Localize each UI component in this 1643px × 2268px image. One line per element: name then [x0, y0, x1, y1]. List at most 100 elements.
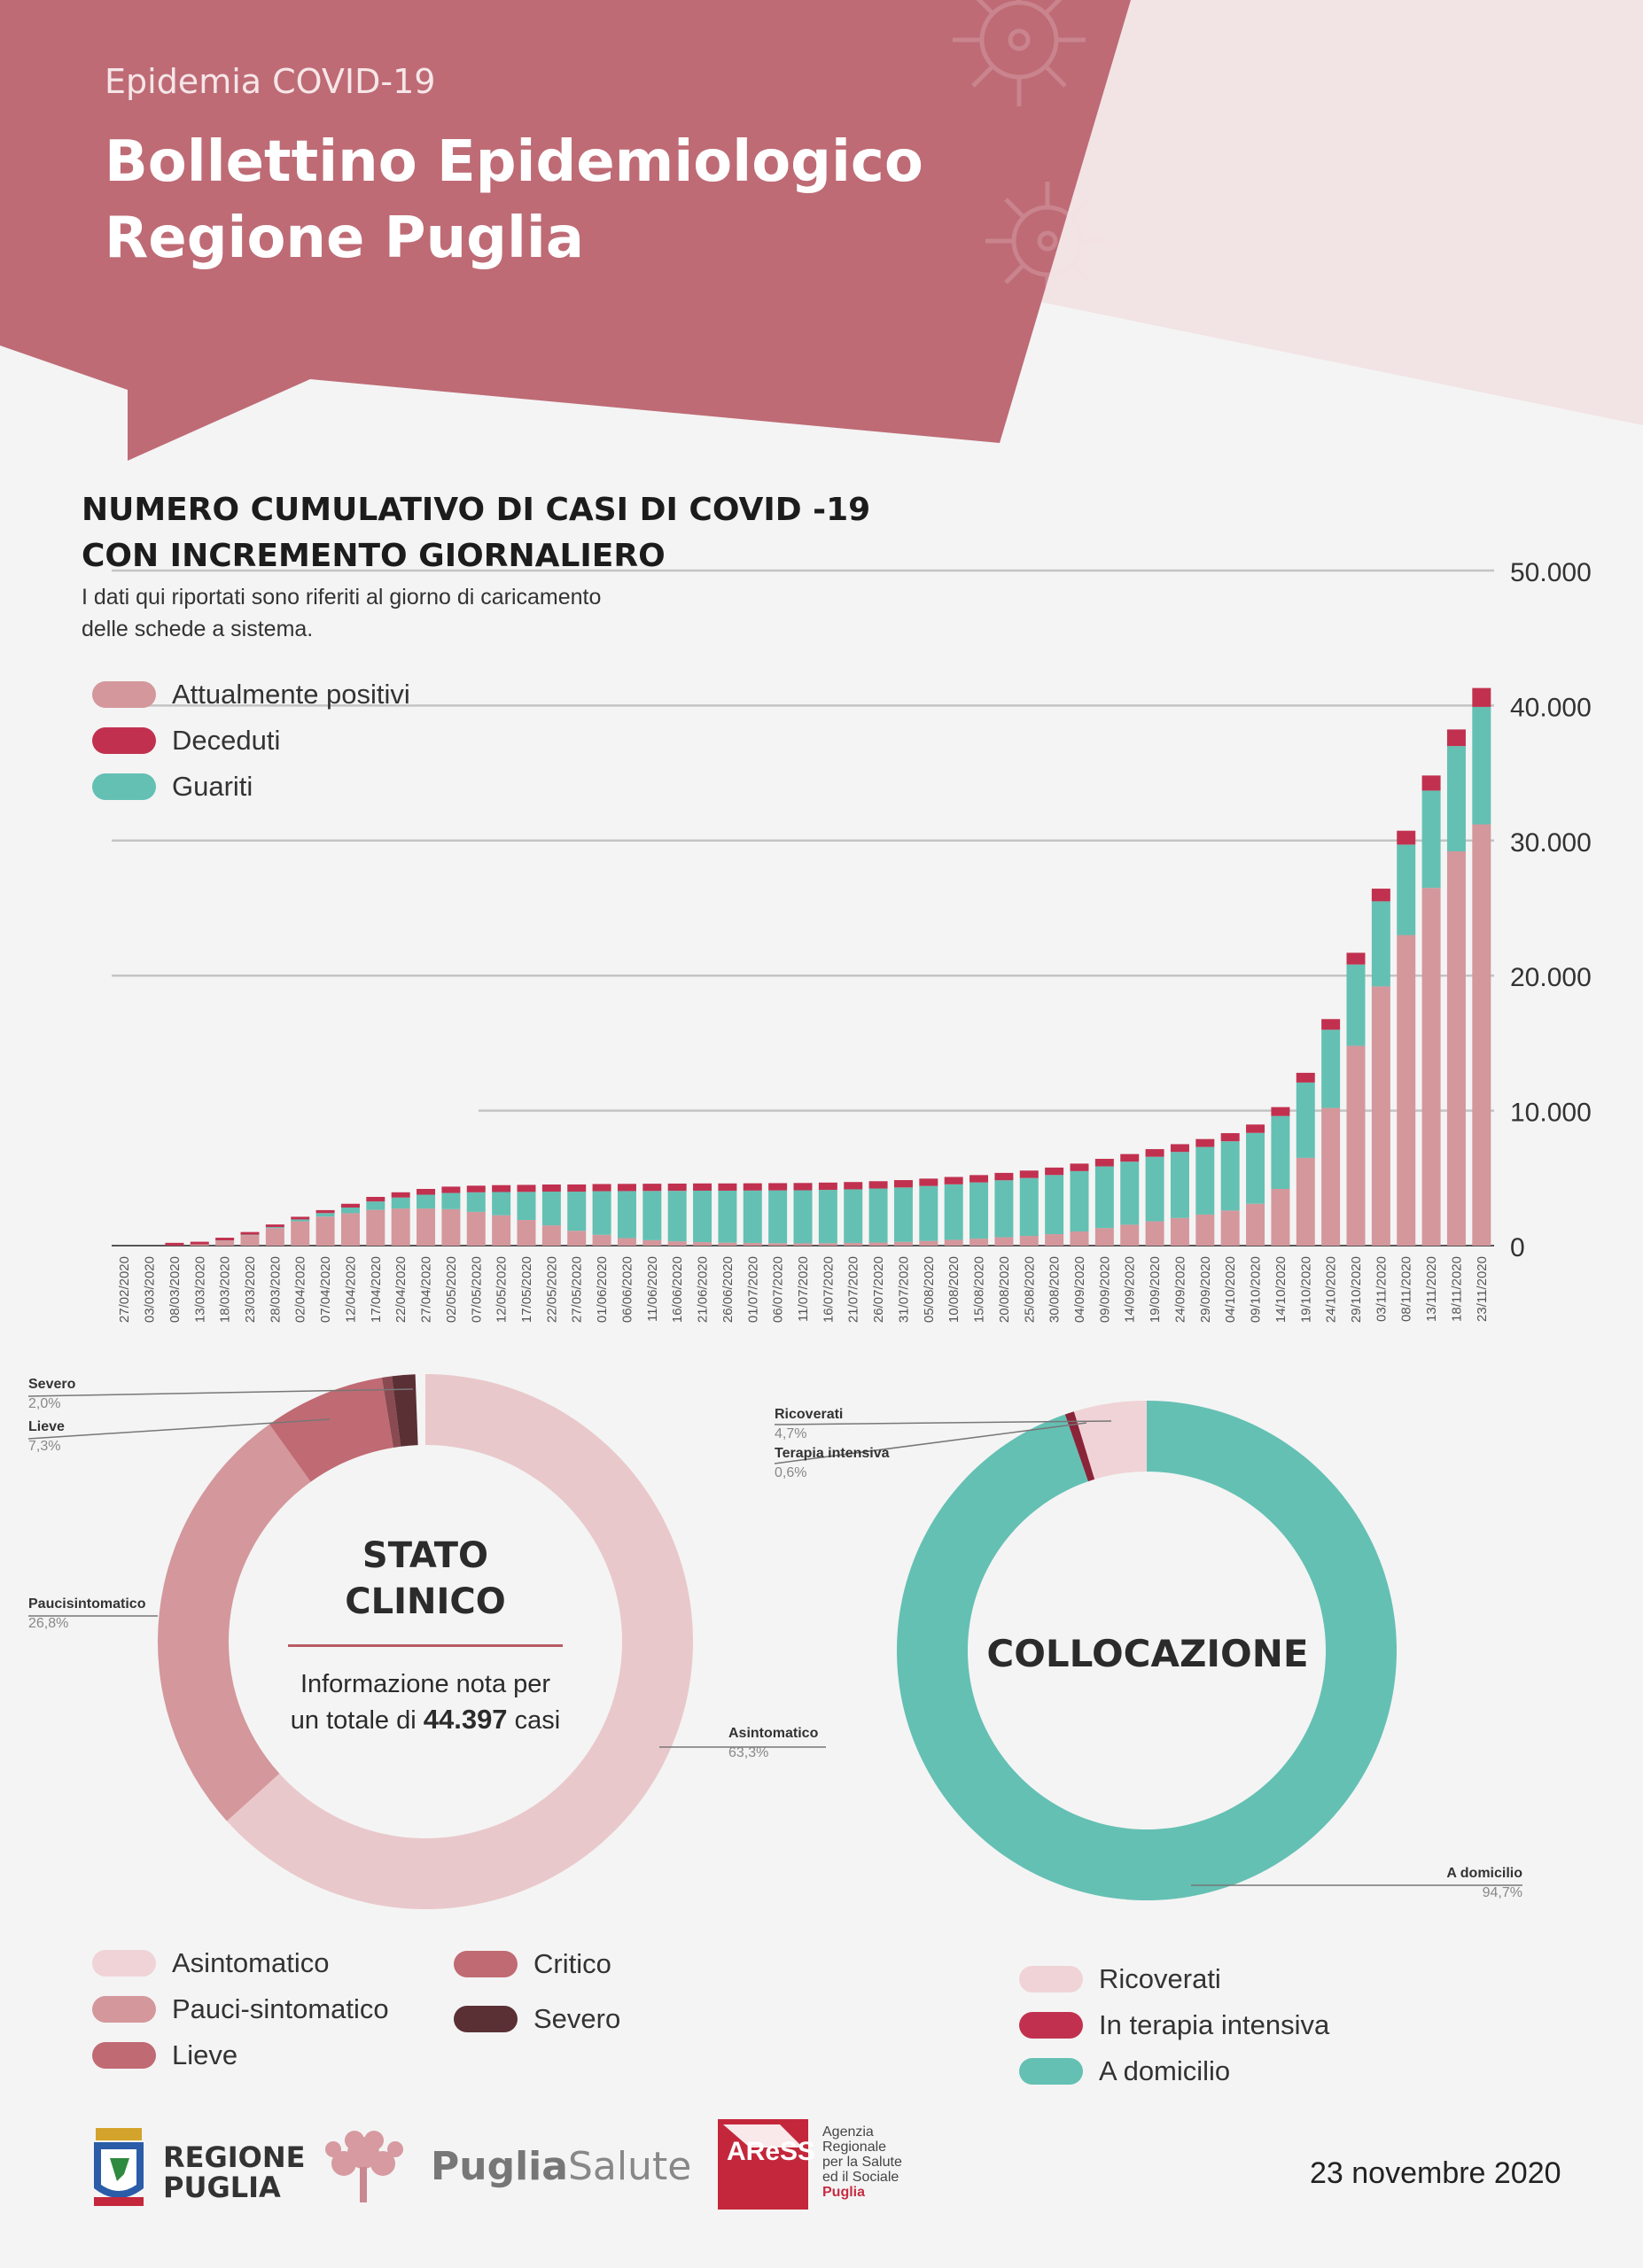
bar-guariti [642, 1191, 662, 1240]
divider [288, 1644, 563, 1647]
slice-terapia-intensiva [1064, 1411, 1095, 1482]
label-pct: 4,7% [775, 1426, 807, 1441]
puglia-salute-logo: PugliaSalute [431, 2144, 691, 2189]
bar-attualmente-positivi [944, 1239, 963, 1246]
x-tick-label: 04/09/2020 [1072, 1256, 1087, 1323]
bar-guariti [868, 1188, 888, 1243]
bar-deceduti [693, 1183, 712, 1191]
bar-attualmente-positivi [1019, 1236, 1039, 1246]
y-tick-label: 20.000 [1510, 963, 1592, 992]
x-tick-label: 13/11/2020 [1424, 1256, 1439, 1322]
label-pct: 94,7% [1482, 1885, 1522, 1900]
legend-item-pauci-sintomatico: Pauci-sintomatico [92, 1986, 389, 2032]
x-tick-label: 27/02/2020 [117, 1256, 132, 1323]
collocazione-title: COLLOCAZIONE [986, 1632, 1309, 1675]
legend-label: Ricoverati [1099, 1963, 1221, 1994]
bar-deceduti [391, 1192, 410, 1198]
bar-attualmente-positivi [291, 1221, 310, 1246]
legend-label: Asintomatico [172, 1947, 330, 1978]
bar-guariti [1296, 1082, 1315, 1158]
bar-attualmente-positivi [492, 1215, 511, 1246]
label-pct: 7,3% [28, 1439, 61, 1454]
x-tick-label: 13/03/2020 [192, 1256, 207, 1323]
legend-swatch [92, 1996, 156, 2023]
legend-label: Lieve [172, 2039, 238, 2070]
x-tick-label: 21/07/2020 [846, 1256, 861, 1323]
bar-attualmente-positivi [1145, 1221, 1164, 1246]
bar-attualmente-positivi [1120, 1224, 1140, 1246]
label-paucisintomatico: Paucisintomatico 26,8% [28, 1595, 145, 1634]
bar-guariti [315, 1213, 335, 1217]
x-tick-label: 16/06/2020 [670, 1256, 685, 1323]
bar-deceduti [1170, 1144, 1189, 1153]
x-tick-label: 09/10/2020 [1249, 1256, 1264, 1323]
label-name: A domicilio [1446, 1866, 1522, 1881]
legend-swatch [454, 2006, 518, 2032]
bar-deceduti [944, 1177, 963, 1184]
legend-swatch [92, 1950, 156, 1977]
slice-paucisintomatico [157, 1424, 311, 1821]
bar-guariti [492, 1192, 511, 1216]
legend-label: Deceduti [172, 725, 281, 756]
x-tick-label: 24/09/2020 [1172, 1256, 1187, 1323]
x-tick-label: 02/05/2020 [444, 1256, 459, 1323]
bar-guariti [743, 1190, 762, 1243]
bar-guariti [541, 1192, 561, 1226]
legend-item-a-domicilio: A domicilio [1019, 2048, 1329, 2094]
bar-attualmente-positivi [768, 1243, 788, 1246]
legend-item-attualmente-positivi: Attualmente positivi [92, 672, 410, 718]
label-asintomatico: Asintomatico 63,3% [728, 1724, 818, 1763]
bar-deceduti [1296, 1072, 1315, 1083]
bar-attualmente-positivi [1371, 986, 1390, 1246]
bar-guariti [718, 1190, 737, 1243]
bar-deceduti [667, 1183, 687, 1192]
leader-line [774, 1422, 1087, 1464]
label-name: Paucisintomatico [28, 1596, 146, 1612]
bar-guariti [391, 1197, 410, 1209]
salute-text: Salute [567, 2144, 692, 2189]
bar-guariti [1045, 1175, 1064, 1235]
label-name: Severo [28, 1377, 76, 1392]
legend-swatch [1019, 2058, 1083, 2085]
bar-attualmente-positivi [1446, 850, 1466, 1246]
bar-attualmente-positivi [417, 1208, 436, 1246]
puglia-salute-tree-icon [325, 2131, 403, 2202]
bar-attualmente-positivi [1070, 1231, 1089, 1246]
chart-note: I dati qui riportati sono riferiti al gi… [82, 581, 773, 645]
legend-label: Attualmente positivi [172, 679, 410, 710]
bar-guariti [1246, 1132, 1265, 1204]
legend-item-critico: Critico [454, 1937, 620, 1992]
header-title: Bollettino Epidemiologico Regione Puglia [105, 124, 923, 276]
bar-attualmente-positivi [1220, 1210, 1240, 1246]
cumulative-bar-chart: 0 10.000 20.000 30.000 40.000 50.000 27/02/202… [112, 558, 1592, 1323]
legend-swatch [454, 1951, 518, 1977]
bar-deceduti [1472, 687, 1491, 707]
bar-attualmente-positivi [1296, 1157, 1315, 1246]
x-tick-label: 23/03/2020 [243, 1256, 258, 1323]
bar-attualmente-positivi [1045, 1234, 1064, 1246]
x-tick-label: 04/10/2020 [1223, 1256, 1238, 1323]
bar-guariti [466, 1192, 486, 1212]
bar-guariti [1446, 746, 1466, 851]
header-rose-panel [0, 0, 1131, 461]
x-tick-label: 15/08/2020 [972, 1256, 987, 1323]
bar-guariti [1094, 1166, 1114, 1229]
x-tick-label: 28/03/2020 [268, 1256, 283, 1323]
label-pct: 0,6% [775, 1465, 807, 1480]
footer-logos [94, 2119, 808, 2210]
aress-puglia: Puglia [822, 2185, 866, 2200]
x-tick-label: 16/07/2020 [821, 1256, 836, 1323]
x-tick-label: 26/07/2020 [871, 1256, 886, 1323]
bar-deceduti [919, 1178, 938, 1186]
header-light-panel [1037, 0, 1643, 425]
bar-attualmente-positivi [667, 1241, 687, 1246]
x-tick-label: 05/08/2020 [922, 1256, 937, 1323]
leader-line [774, 1420, 1112, 1425]
info-prefix: un totale di [290, 1706, 417, 1735]
bar-attualmente-positivi [818, 1243, 837, 1246]
bar-attualmente-positivi [1271, 1188, 1290, 1246]
bar-guariti [265, 1227, 284, 1229]
bar-deceduti [592, 1184, 611, 1192]
bar-deceduti [818, 1182, 837, 1191]
chart-title-line2: CON INCREMENTO GIORNALIERO [82, 538, 666, 574]
